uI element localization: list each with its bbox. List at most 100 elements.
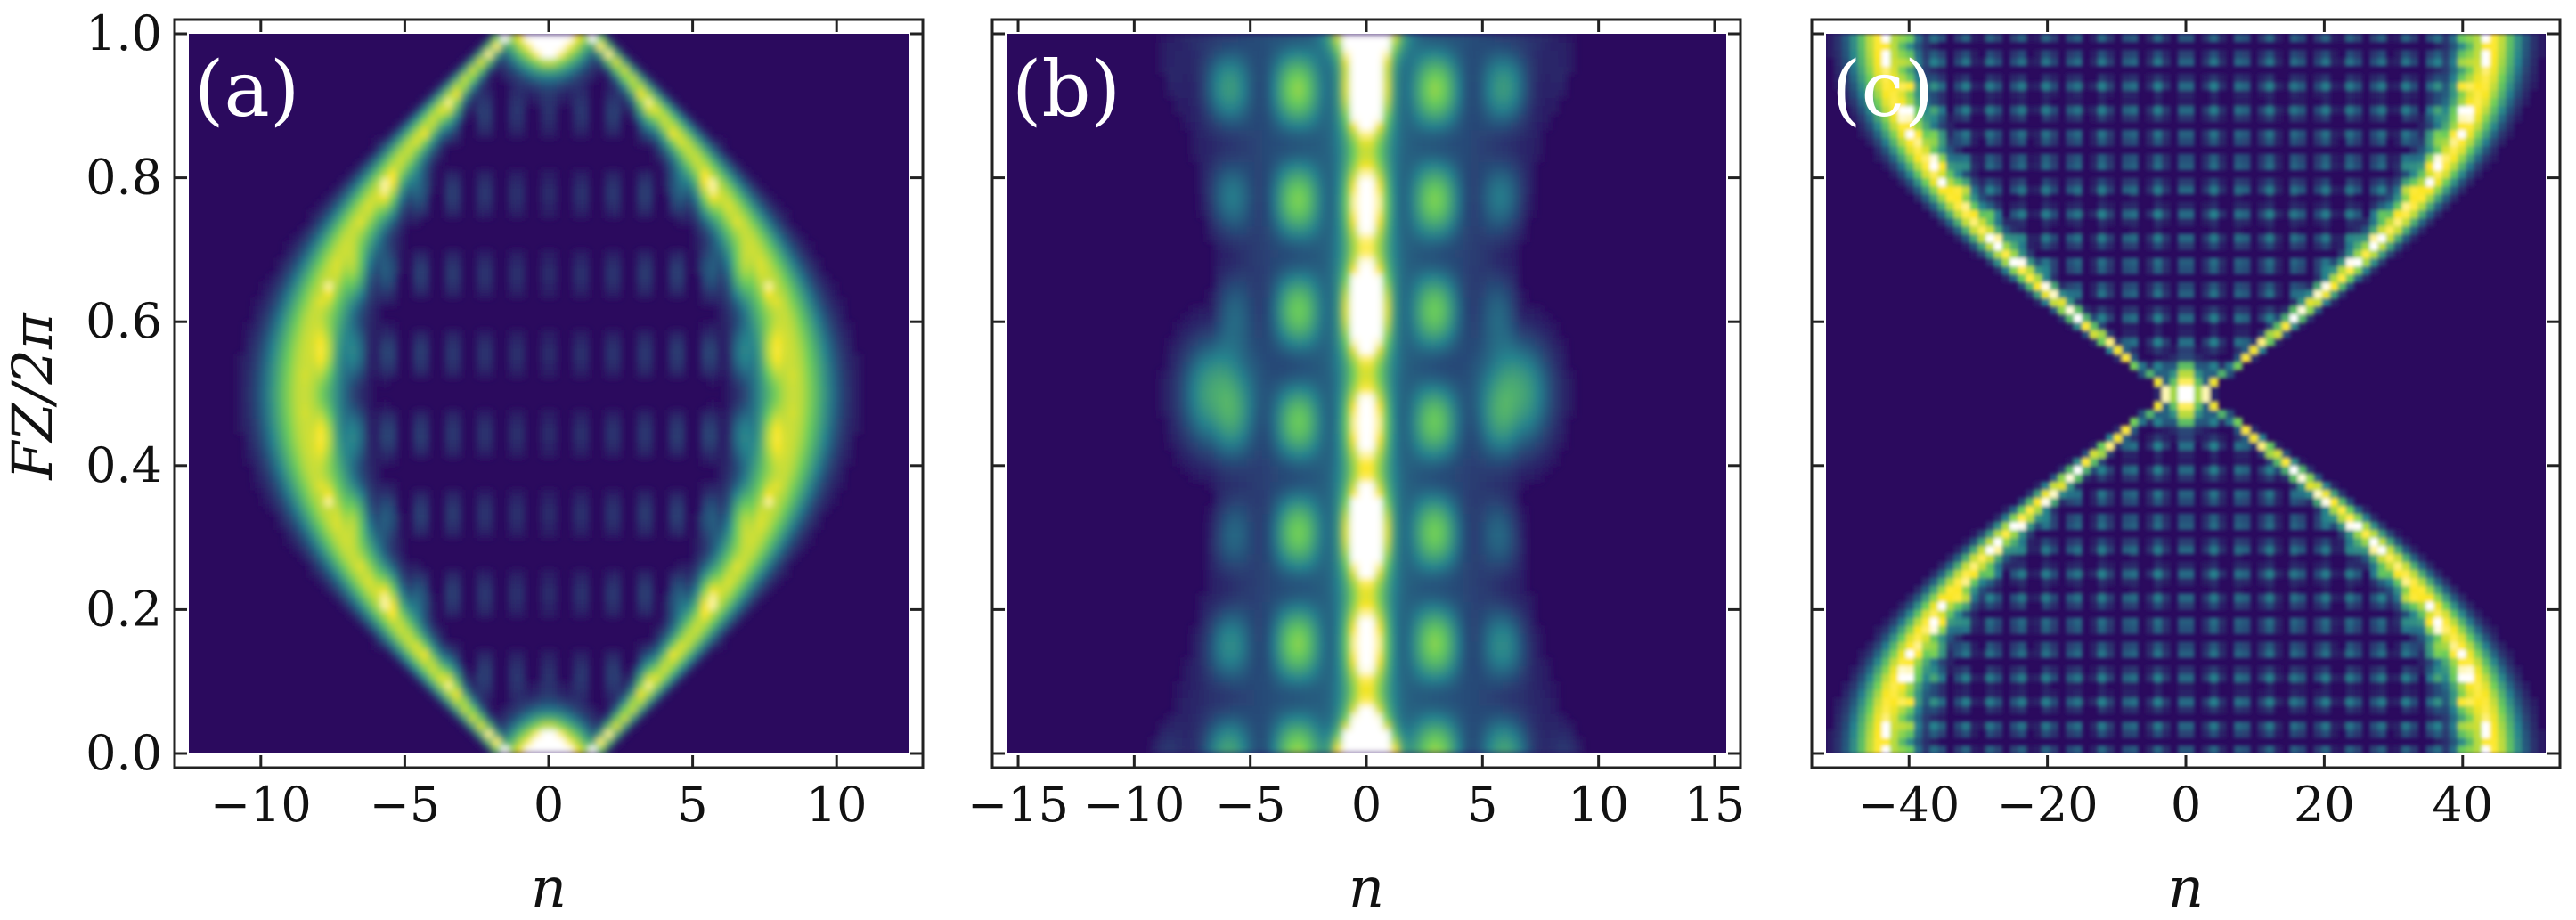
heatmap-cell (764, 577, 773, 587)
heatmap-cell (1182, 457, 1192, 467)
heatmap-cell (708, 330, 718, 338)
heatmap-cell (308, 265, 318, 274)
heatmap-cell (1350, 649, 1359, 658)
heatmap-cell (612, 665, 622, 674)
heatmap-cell (676, 169, 686, 179)
heatmap-cell (485, 409, 493, 419)
heatmap-cell (604, 193, 614, 203)
heatmap-cell (1478, 705, 1488, 714)
heatmap-cell (477, 513, 485, 523)
heatmap-cell (380, 225, 390, 235)
heatmap-cell (485, 281, 493, 290)
heatmap-cell (820, 330, 829, 338)
heatmap-cell (556, 65, 566, 75)
heatmap-cell (1190, 441, 1200, 451)
heatmap-cell (420, 153, 429, 163)
heatmap-cell (1222, 601, 1231, 610)
heatmap-cell (788, 537, 797, 547)
heatmap-cell (604, 201, 614, 211)
heatmap-cell (1246, 505, 1255, 515)
heatmap-cell (268, 409, 278, 419)
heatmap-cell (292, 457, 302, 467)
heatmap-cell (764, 394, 773, 403)
heatmap-cell (788, 370, 797, 379)
heatmap-cell (444, 354, 453, 362)
heatmap-cell (1262, 689, 1271, 698)
heatmap-cell (772, 265, 781, 274)
heatmap-cell (260, 481, 270, 491)
heatmap-cell (572, 41, 582, 51)
heatmap-cell (844, 394, 853, 403)
heatmap-cell (684, 161, 694, 171)
heatmap-cell (324, 297, 334, 306)
heatmap-cell (1238, 617, 1247, 626)
heatmap-cell (636, 113, 646, 123)
heatmap-cell (668, 417, 678, 427)
heatmap-cell (364, 521, 374, 531)
heatmap-cell (348, 249, 358, 258)
heatmap-cell (1326, 513, 1335, 523)
heatmap-cell (820, 378, 829, 387)
heatmap-cell (1454, 721, 1463, 730)
heatmap-cell (612, 433, 622, 443)
heatmap-cell (477, 201, 485, 211)
heatmap-cell (604, 113, 614, 123)
heatmap-cell (740, 473, 750, 483)
heatmap-cell (780, 354, 789, 362)
heatmap-cell (316, 386, 326, 395)
heatmap-cell (804, 497, 813, 507)
heatmap-cell (708, 378, 718, 387)
heatmap-cell (533, 721, 542, 730)
heatmap-cell (1462, 545, 1471, 555)
heatmap-cell (1342, 689, 1351, 698)
heatmap-cell (788, 386, 797, 395)
heatmap-cell (604, 721, 614, 730)
heatmap-cell (1286, 657, 1295, 666)
heatmap-cell (676, 177, 686, 187)
heatmap-cell (1342, 569, 1351, 579)
heatmap-cell (636, 330, 646, 338)
heatmap-cell (364, 457, 374, 467)
heatmap-cell (676, 370, 686, 379)
heatmap-cell (364, 473, 374, 483)
heatmap-cell (284, 457, 294, 467)
heatmap-cell (796, 545, 805, 555)
heatmap-cell (1478, 537, 1488, 547)
heatmap-cell (1494, 625, 1504, 634)
heatmap-cell (612, 57, 622, 67)
heatmap-cell (812, 305, 821, 314)
heatmap-cell (1478, 585, 1488, 595)
heatmap-cell (420, 617, 429, 626)
heatmap-cell (1486, 633, 1496, 642)
heatmap-cell (1318, 609, 1327, 618)
heatmap-cell (580, 745, 590, 753)
heatmap-cell (452, 665, 461, 674)
heatmap-cell (1302, 593, 1311, 603)
heatmap-cell (668, 281, 678, 290)
heatmap-cell (1510, 641, 1520, 650)
heatmap-cell (308, 217, 318, 227)
heatmap-cell (509, 449, 518, 459)
heatmap-cell (1478, 489, 1488, 499)
heatmap-cell (1166, 721, 1176, 730)
heatmap-cell (572, 169, 582, 179)
heatmap-cell (1294, 745, 1303, 753)
heatmap-cell (1446, 705, 1455, 714)
heatmap-cell (396, 193, 405, 203)
heatmap-cell (644, 521, 654, 531)
heatmap-cell (724, 305, 734, 314)
heatmap-cell (604, 569, 614, 579)
heatmap-cell (436, 689, 445, 698)
heatmap-cell (780, 273, 789, 282)
heatmap-cell (1518, 641, 1528, 650)
heatmap-cell (1166, 713, 1176, 722)
heatmap-cell (1326, 585, 1335, 595)
heatmap-cell (1510, 441, 1520, 451)
heatmap-cell (604, 417, 614, 427)
heatmap-cell (364, 241, 374, 250)
heatmap-cell (1382, 705, 1391, 714)
heatmap-cell (509, 338, 518, 346)
heatmap-cell (340, 593, 350, 603)
heatmap-cell (724, 354, 734, 362)
heatmap-cell (1462, 577, 1471, 587)
